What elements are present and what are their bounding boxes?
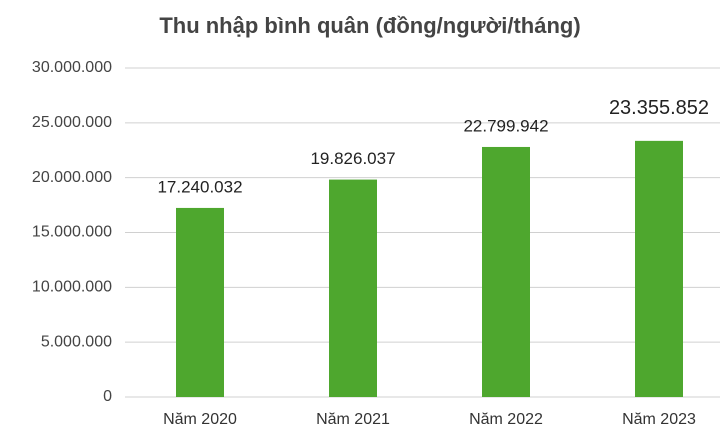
bar <box>329 179 377 397</box>
x-tick-label: Năm 2020 <box>163 411 237 428</box>
x-tick-label: Năm 2023 <box>622 411 696 428</box>
bar <box>482 146 530 397</box>
y-tick-label: 5.000.000 <box>41 333 112 350</box>
data-label: 17.240.032 <box>157 177 242 196</box>
y-tick-label: 30.000.000 <box>32 59 112 76</box>
x-tick-label: Năm 2021 <box>316 411 390 428</box>
bar <box>176 207 224 397</box>
y-tick-label: 0 <box>103 388 112 405</box>
y-tick-label: 10.000.000 <box>32 279 112 296</box>
data-label: 23.355.852 <box>609 97 709 119</box>
y-tick-label: 25.000.000 <box>32 114 112 131</box>
data-label: 22.799.942 <box>463 116 548 135</box>
bar <box>635 140 683 398</box>
y-tick-label: 20.000.000 <box>32 169 112 186</box>
y-tick-label: 15.000.000 <box>32 224 112 241</box>
chart-title: Thu nhập bình quân (đồng/người/tháng) <box>159 13 580 38</box>
x-tick-label: Năm 2022 <box>469 411 543 428</box>
data-label: 19.826.037 <box>310 149 395 168</box>
